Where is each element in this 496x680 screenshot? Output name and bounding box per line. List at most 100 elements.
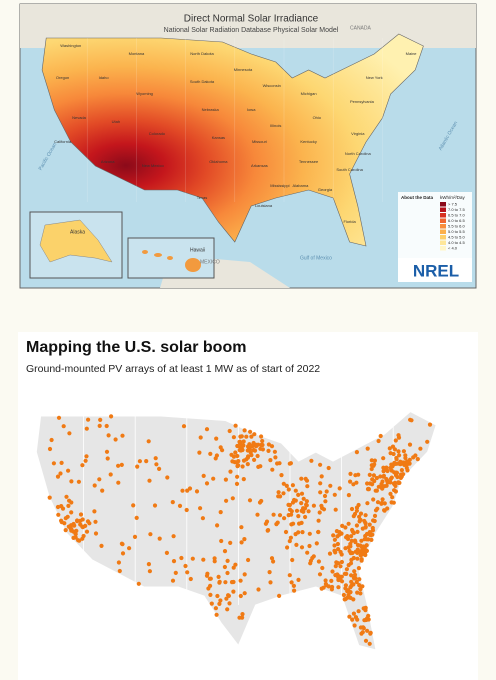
pv-array (204, 573, 210, 578)
pv-array (396, 480, 401, 485)
pv-array (323, 581, 328, 587)
pv-array (147, 478, 152, 483)
pv-array (242, 572, 247, 577)
pv-array (388, 465, 393, 471)
pv-array (240, 464, 245, 469)
pv-array (108, 472, 113, 477)
pv-array (293, 488, 298, 493)
pv-array (366, 617, 371, 622)
pv-array (73, 535, 78, 540)
pv-array (180, 488, 185, 493)
pv-array (69, 523, 74, 528)
pv-array (289, 580, 294, 585)
pv-array (356, 502, 361, 508)
pv-array (350, 617, 355, 622)
pv-array (237, 615, 242, 620)
pv-array (349, 573, 354, 578)
pv-array (403, 455, 408, 461)
top-subtitle: National Solar Radiation Database Physic… (164, 27, 339, 34)
top-title: Direct Normal Solar Irradiance (184, 14, 319, 25)
pv-array (223, 580, 228, 585)
pv-array (134, 515, 139, 521)
pv-array (304, 503, 309, 508)
pv-array (55, 504, 61, 510)
pv-array (171, 534, 176, 539)
state-label: Arizona (101, 159, 115, 164)
pv-array (290, 483, 295, 488)
pv-array (211, 476, 216, 481)
pv-array (364, 548, 369, 554)
pv-array (188, 576, 193, 582)
pv-array (238, 439, 243, 444)
pv-array (277, 513, 283, 518)
pv-array (299, 491, 305, 496)
pv-array (252, 432, 257, 437)
pv-array (173, 570, 178, 576)
pv-array (339, 559, 344, 565)
pv-array (216, 574, 221, 580)
pv-array (330, 584, 335, 590)
pv-array (84, 529, 90, 534)
pv-array (132, 534, 138, 540)
pv-array (369, 458, 374, 463)
pv-array (363, 525, 368, 530)
pv-array (376, 484, 381, 489)
pv-array (351, 597, 356, 602)
pv-array (246, 454, 251, 459)
pv-array (366, 486, 371, 491)
pv-array (222, 564, 227, 570)
pv-array (388, 491, 393, 496)
legend-class: 5.5 to 6.0 (448, 223, 465, 228)
gulf-label: Gulf of Mexico (300, 255, 332, 261)
pv-array (294, 508, 300, 513)
pv-array (264, 519, 270, 524)
pv-array (59, 460, 64, 465)
state-label: Wyoming (136, 91, 153, 96)
pv-array (220, 448, 225, 453)
pv-array (365, 628, 370, 633)
pv-array (227, 601, 232, 606)
pv-array (80, 463, 85, 468)
pv-array (213, 456, 218, 461)
pv-array (47, 495, 52, 500)
pv-array (81, 533, 86, 539)
pv-array (381, 456, 386, 461)
state-label: Oregon (56, 75, 69, 80)
pv-array (104, 423, 109, 429)
pv-array (230, 496, 235, 501)
pv-array (239, 540, 244, 545)
pv-array (389, 475, 394, 480)
legend-swatch (440, 207, 446, 212)
pv-array (98, 417, 103, 422)
pv-array (336, 585, 341, 590)
pv-array (379, 481, 384, 487)
pv-array (396, 435, 402, 440)
pv-array (72, 523, 77, 528)
pv-array (273, 455, 278, 460)
pv-array (344, 571, 349, 577)
pv-array (300, 530, 305, 535)
bottom-title: Mapping the U.S. solar boom (26, 339, 246, 356)
legend-class: < 4.0 (448, 245, 458, 250)
pv-array (276, 490, 281, 495)
pv-array (185, 488, 190, 493)
pv-array (316, 518, 321, 523)
pv-array (347, 614, 352, 619)
pv-array (66, 503, 71, 508)
pv-array (286, 487, 291, 492)
state-label: Ohio (313, 115, 322, 120)
pv-array (372, 458, 377, 463)
pv-array (339, 552, 344, 557)
pv-array (304, 499, 309, 504)
pv-array (302, 506, 308, 511)
pv-array (248, 450, 253, 455)
pv-array (336, 577, 341, 583)
pv-array (327, 551, 333, 556)
pv-array (349, 557, 354, 563)
pv-array (363, 520, 368, 526)
pv-array (365, 446, 370, 451)
pv-array (378, 474, 383, 479)
pv-array (234, 481, 240, 486)
pv-array (55, 474, 61, 479)
